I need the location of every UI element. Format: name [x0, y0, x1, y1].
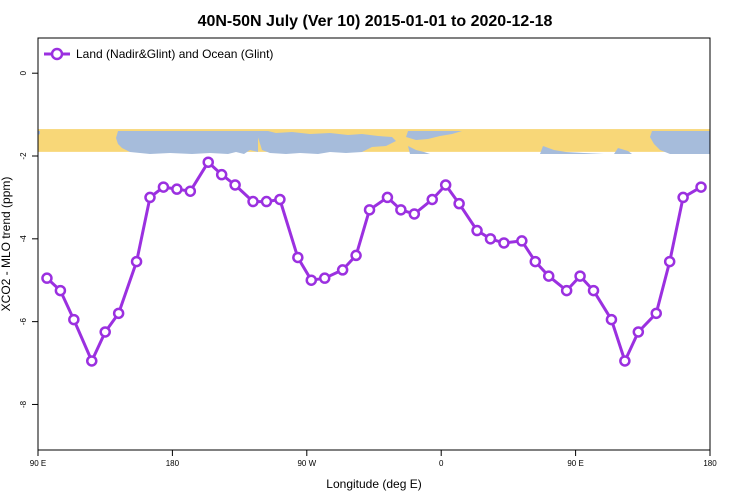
- data-point: [453, 197, 465, 210]
- x-axis: 90 E 180 90 W 0 90 E 180: [30, 450, 717, 468]
- data-point: [381, 191, 394, 204]
- x-tick-label: 90 E: [567, 459, 583, 468]
- data-point: [130, 255, 143, 268]
- data-point: [498, 237, 510, 249]
- data-point: [305, 274, 318, 286]
- x-axis-label: Longitude (deg E): [326, 477, 421, 491]
- legend-marker-swatch: [50, 47, 64, 61]
- x-tick-label: 0: [439, 459, 444, 468]
- data-point: [650, 307, 662, 320]
- data-point: [574, 270, 586, 282]
- legend-entry-label: Land (Nadir&Glint) and Ocean (Glint): [76, 47, 273, 61]
- data-point: [542, 270, 555, 282]
- x-tick-label: 90 E: [30, 459, 46, 468]
- y-tick-label: -8: [19, 400, 28, 408]
- data-point: [605, 313, 618, 326]
- data-point: [695, 181, 707, 193]
- plot-frame: [37, 37, 711, 451]
- data-point: [363, 204, 376, 216]
- data-point: [516, 235, 528, 247]
- strip-ocean-region: [614, 148, 632, 154]
- x-tick-label: 180: [166, 459, 180, 468]
- data-point: [408, 208, 421, 220]
- data-point: [318, 272, 331, 284]
- y-tick-label: 0: [19, 70, 28, 75]
- legend: Land (Nadir&Glint) and Ocean (Glint): [44, 47, 273, 61]
- strip-ocean-region: [540, 146, 604, 154]
- series-layer: [41, 156, 707, 367]
- data-point: [99, 326, 111, 338]
- data-point: [41, 272, 53, 284]
- data-point: [560, 284, 573, 297]
- data-point: [215, 168, 228, 181]
- data-point: [157, 181, 170, 193]
- data-point: [632, 326, 645, 338]
- strip-ocean-region: [116, 131, 258, 154]
- y-tick-label: -4: [19, 235, 28, 243]
- data-point: [184, 185, 197, 197]
- series-line: [45, 160, 702, 363]
- data-point: [171, 183, 183, 195]
- y-tick-label: -6: [19, 318, 28, 326]
- data-point: [426, 193, 438, 206]
- data-point: [86, 355, 98, 367]
- data-point: [144, 191, 156, 204]
- strip-ocean-region: [650, 131, 710, 154]
- data-point: [54, 284, 67, 297]
- y-tick-label: -2: [19, 152, 28, 160]
- data-point: [112, 307, 125, 320]
- data-point: [529, 255, 542, 268]
- data-point: [587, 284, 600, 297]
- data-point: [471, 224, 483, 237]
- data-point: [247, 195, 259, 208]
- data-point: [68, 313, 80, 326]
- strip-ocean-region: [406, 131, 462, 140]
- data-point: [395, 204, 407, 216]
- strip-ocean-region: [408, 146, 430, 154]
- data-point: [619, 355, 631, 367]
- x-tick-label: 90 W: [297, 459, 316, 468]
- data-point: [677, 191, 689, 204]
- data-point: [292, 251, 304, 264]
- data-point: [484, 233, 497, 245]
- x-tick-label: 180: [703, 459, 717, 468]
- strip-ocean-region: [256, 131, 396, 154]
- data-point: [336, 264, 349, 276]
- data-point: [202, 156, 214, 168]
- chart-title: 40N-50N July (Ver 10) 2015-01-01 to 2020…: [198, 13, 553, 30]
- land-ocean-strip: [38, 129, 710, 154]
- data-point: [663, 255, 676, 268]
- y-axis-label: XCO2 - MLO trend (ppm): [0, 177, 13, 312]
- data-point: [439, 179, 452, 191]
- y-axis: 0 -2 -4 -6 -8: [19, 70, 38, 408]
- data-point: [350, 249, 362, 262]
- data-point: [229, 179, 241, 191]
- data-point: [260, 195, 273, 208]
- data-point: [274, 193, 286, 206]
